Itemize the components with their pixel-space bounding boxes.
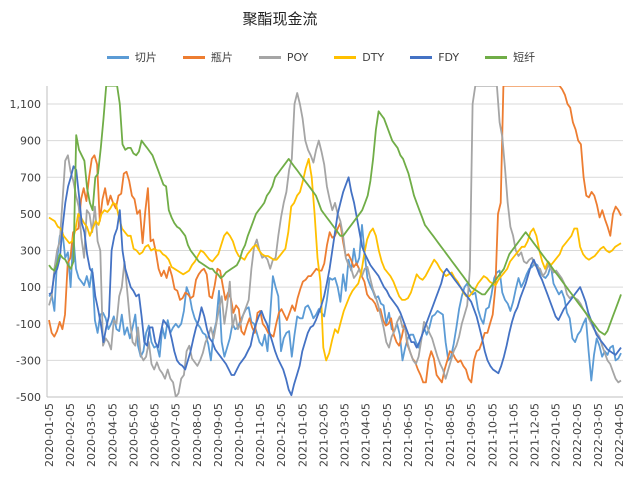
y-tick-label: -300 <box>16 354 41 367</box>
y-tick-label: 700 <box>20 171 41 184</box>
x-tick-label: 2021-05-05 <box>381 403 394 467</box>
x-tick-label: 2020-03-05 <box>85 403 98 467</box>
y-tick-label: 900 <box>20 135 41 148</box>
x-tick-label: 2021-01-05 <box>296 403 309 467</box>
legend: 切片 瓶片 POY DTY FDY 短纤 <box>0 49 642 65</box>
legend-label: 瓶片 <box>210 51 233 64</box>
x-tick-label: 2020-10-05 <box>233 403 246 467</box>
series-line-3 <box>48 157 622 362</box>
legend-swatch <box>258 55 281 59</box>
x-tick-label: 2021-08-05 <box>444 403 457 467</box>
legend-item: DTY <box>334 49 384 65</box>
y-tick-label: 300 <box>20 245 41 258</box>
legend-swatch <box>182 55 205 59</box>
x-tick-label: 2020-09-05 <box>212 403 225 467</box>
x-tick-label: 2022-02-05 <box>571 403 584 467</box>
legend-item: 切片 <box>106 49 157 65</box>
x-tick-label: 2020-05-05 <box>127 403 140 467</box>
x-tick-label: 2020-08-05 <box>191 403 204 467</box>
y-tick-label: -500 <box>16 391 41 404</box>
legend-item: FDY <box>410 49 459 65</box>
x-tick-label: 2020-01-05 <box>43 403 56 467</box>
x-tick-label: 2021-03-05 <box>339 403 352 467</box>
x-tick-label: 2020-06-05 <box>149 403 162 467</box>
legend-item: 瓶片 <box>182 49 233 65</box>
x-tick-label: 2021-07-05 <box>423 403 436 467</box>
legend-item: 短纤 <box>485 49 535 65</box>
x-tick-label: 2020-04-05 <box>106 403 119 467</box>
x-tick-label: 2020-11-05 <box>254 403 267 467</box>
x-tick-label: 2020-12-05 <box>275 403 288 467</box>
x-tick-label: 2022-03-05 <box>592 403 605 467</box>
legend-swatch <box>106 55 129 59</box>
legend-label: DTY <box>362 50 385 64</box>
y-tick-label: 100 <box>20 281 41 294</box>
series-line-5 <box>48 86 622 336</box>
series-line-2 <box>48 86 622 397</box>
x-tick-label: 2021-06-05 <box>402 403 415 467</box>
x-tick-label: 2021-11-05 <box>507 403 520 467</box>
legend-item: POY <box>258 49 309 65</box>
y-tick-label: 1,100 <box>10 98 42 111</box>
legend-swatch <box>410 55 433 59</box>
legend-swatch <box>334 55 357 59</box>
x-tick-label: 2022-01-05 <box>550 403 563 467</box>
y-tick-label: -100 <box>16 318 41 331</box>
legend-label: FDY <box>438 50 460 64</box>
x-tick-label: 2021-09-05 <box>465 403 478 467</box>
x-tick-label: 2022-04-05 <box>613 403 626 467</box>
x-tick-label: 2021-02-05 <box>317 403 330 467</box>
series-line-0 <box>48 223 622 382</box>
y-tick-label: 500 <box>20 208 41 221</box>
x-tick-label: 2020-07-05 <box>170 403 183 467</box>
legend-label: POY <box>286 50 309 64</box>
series-line-4 <box>48 165 622 397</box>
legend-swatch <box>485 55 508 59</box>
x-tick-label: 2021-04-05 <box>360 403 373 467</box>
legend-label: 短纤 <box>513 51 536 64</box>
x-tick-label: 2021-12-05 <box>529 403 542 467</box>
legend-label: 切片 <box>134 51 157 64</box>
x-tick-label: 2020-02-05 <box>64 403 77 467</box>
chart-title: 聚酯现金流 <box>242 10 318 28</box>
x-tick-label: 2021-10-05 <box>486 403 499 467</box>
